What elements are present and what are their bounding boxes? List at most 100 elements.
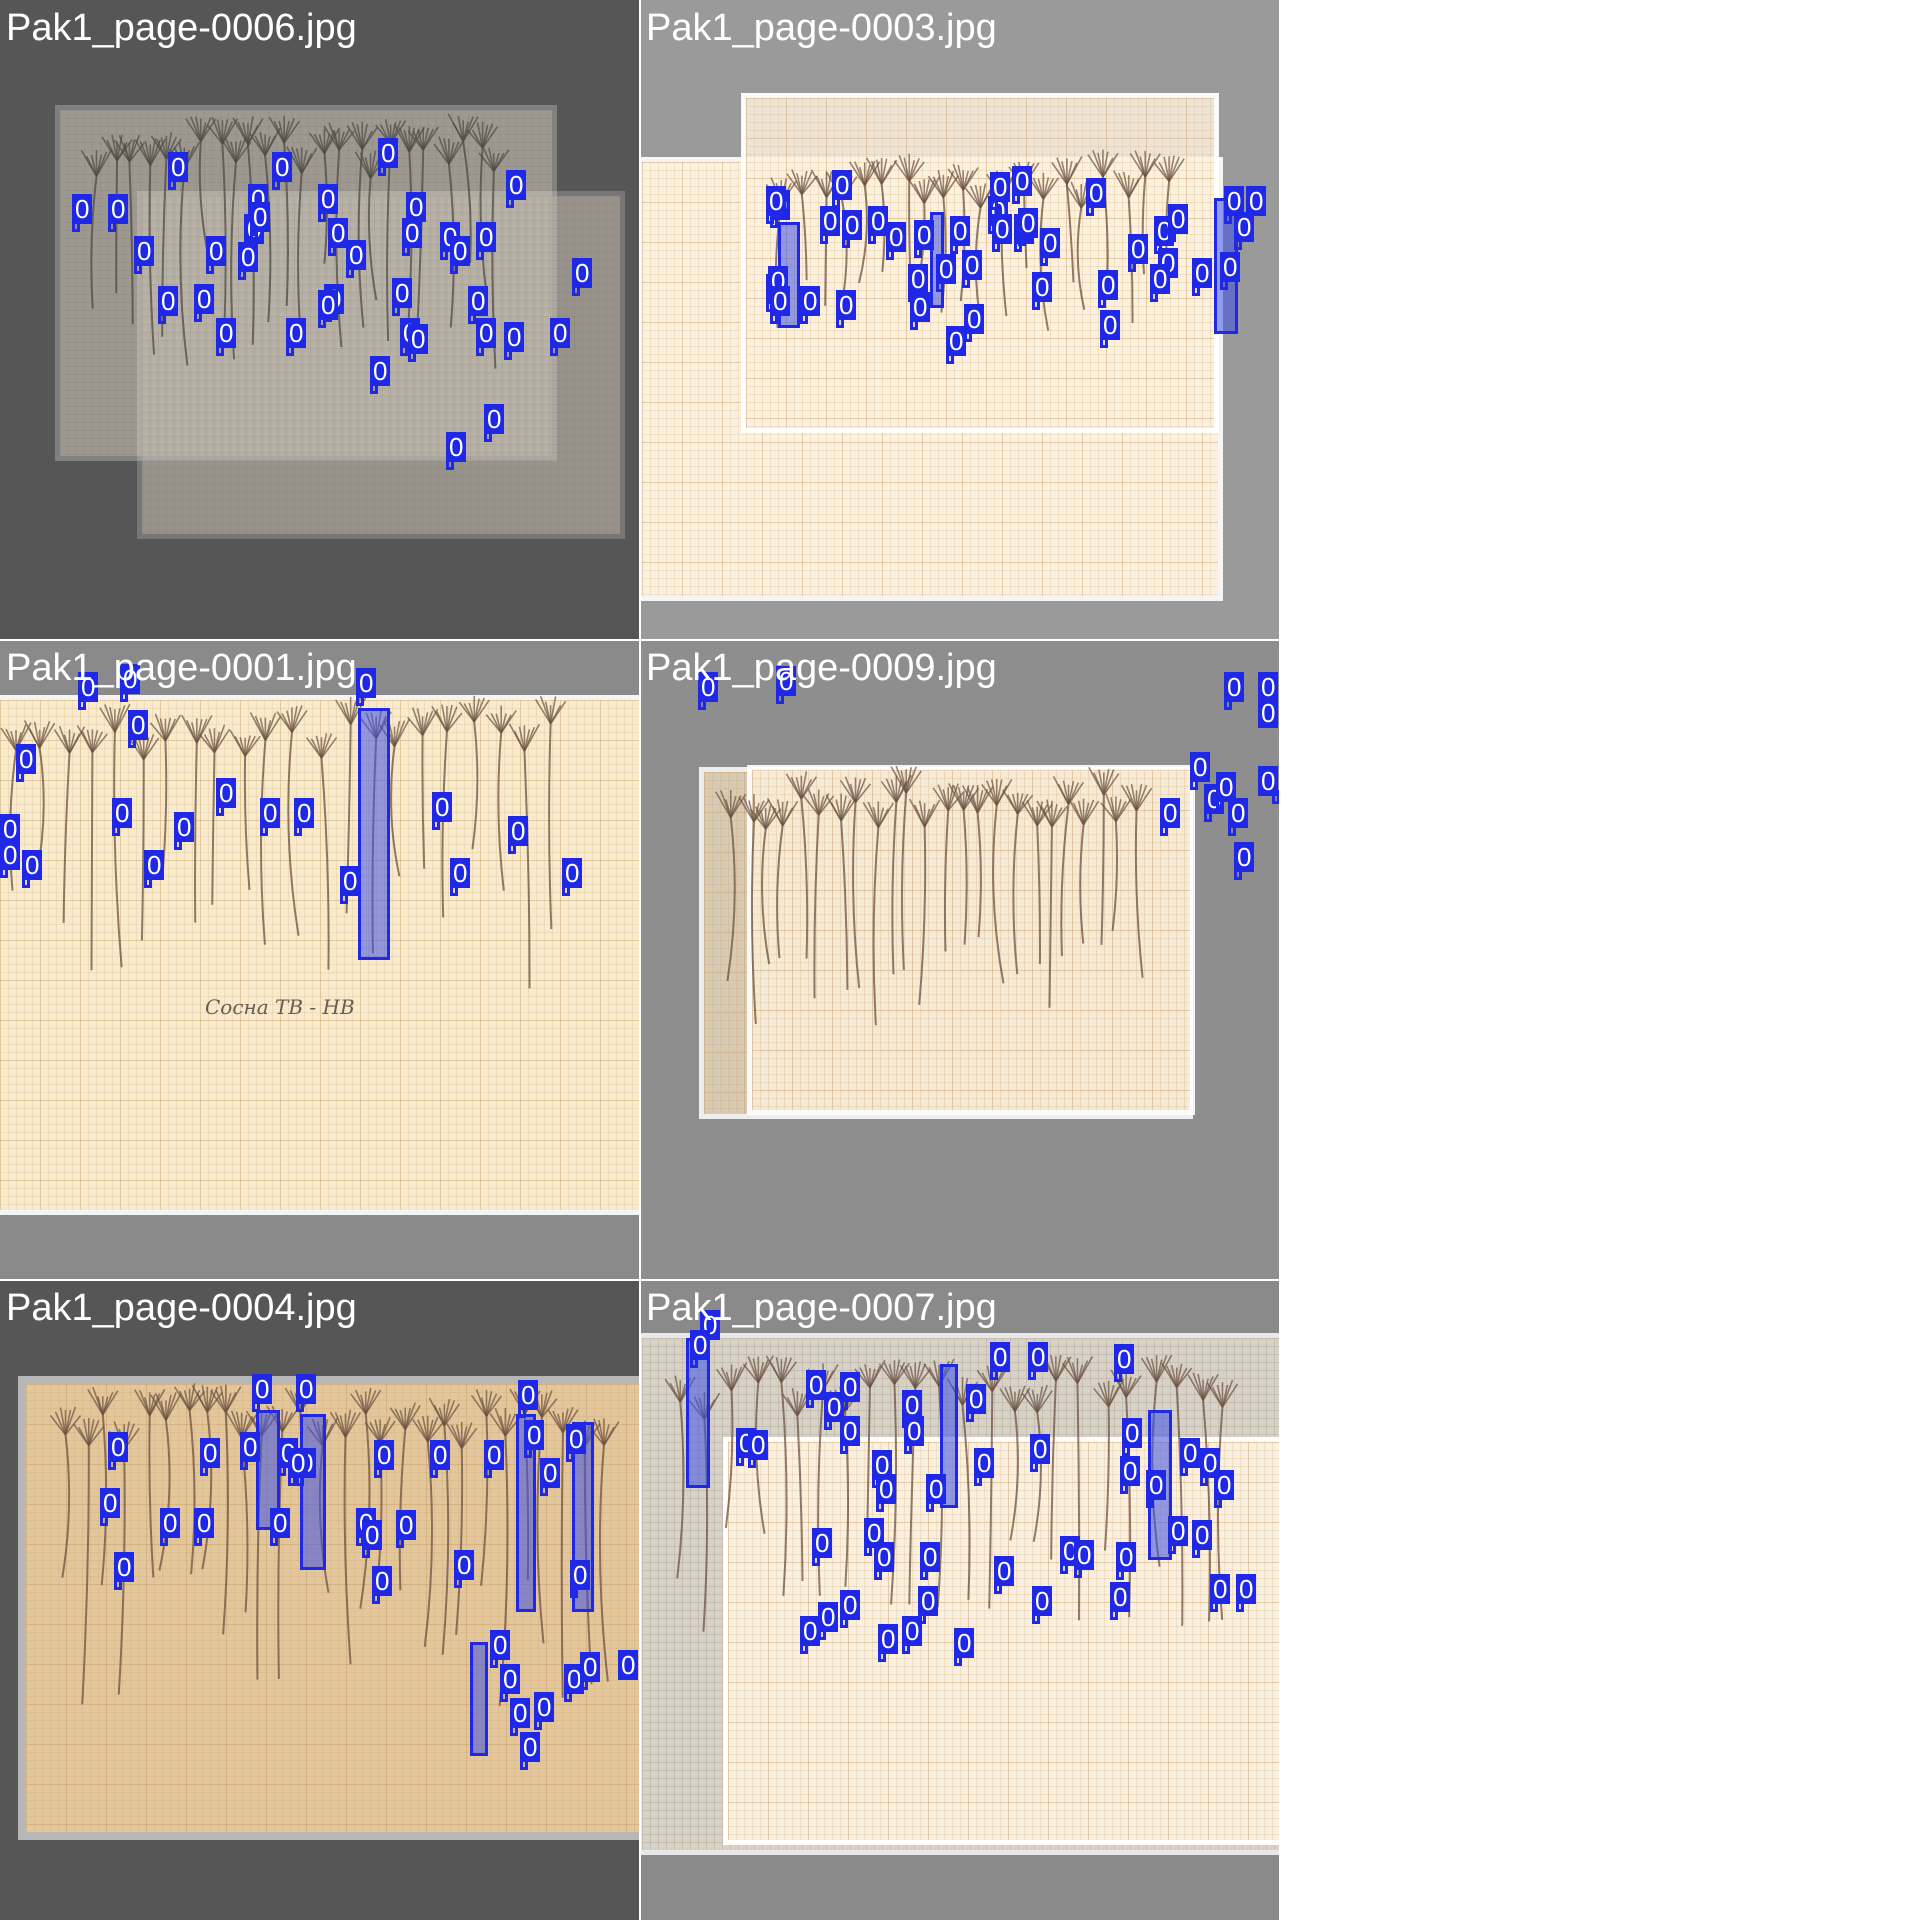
seedling-needle [947,168,964,191]
seedling-needle [801,171,813,195]
seedling-needle [1165,1365,1178,1388]
detection-label: 0 [406,192,427,222]
seedling-stem [1103,1406,1110,1551]
seedling-needle [962,166,979,191]
seedling-needle [259,132,266,156]
seedling-stem [560,1432,564,1698]
seedling-needle [674,1375,682,1403]
seedling-needle [1031,1389,1039,1413]
seedling-stem [776,825,784,959]
seedling-needle [513,730,526,752]
detection-label: 0 [450,858,471,888]
seedling-needle [393,718,411,747]
seedling-needle [854,1368,871,1389]
seedling-needle [1050,1354,1057,1382]
detection-label: 0 [328,218,349,248]
detection-label: 0 [1110,1582,1131,1612]
handwritten-caption: Сосна ТВ - НВ [205,995,355,1019]
seedling-needle [200,118,217,142]
seedling-stem [62,753,71,923]
seedling-needle [164,714,182,742]
seedling-needle [221,119,229,144]
detection-label: 0 [1236,1574,1257,1604]
detection-label: 0 [902,1390,923,1420]
seedling-needle [369,1421,381,1443]
detection-label: 0 [200,1438,221,1468]
seedling-needle [128,134,141,162]
seedling-stem [441,731,448,918]
seedling-needle [495,713,502,734]
detection-label: 0 [910,292,931,322]
seedling-stem [840,820,849,990]
detection-label: 0 [490,1630,511,1660]
seedling-needle [111,134,118,161]
seedling-needle [562,1406,574,1433]
seedling-needle [346,125,363,150]
seedling-needle [286,710,293,733]
seedling-needle [443,1403,461,1427]
seedling-needle [481,126,499,149]
seedling-needle [1125,1375,1142,1398]
seedling-needle [504,1413,517,1437]
seedling-needle [215,1389,227,1413]
seedling-stem [479,148,488,293]
seedling-needle [877,807,885,828]
seedling-needle [476,122,484,149]
seedling-stem [800,798,809,959]
seedling-needle [178,1390,191,1411]
seedling-needle [338,130,355,151]
seedling-needle [905,766,917,794]
detection-label: 0 [1190,752,1211,782]
seedlings-drawing [0,695,567,989]
seedling-needle [446,706,458,732]
tile-title: Pak1_page-0004.jpg [6,1287,357,1329]
detection-label: 0 [824,1392,845,1422]
seedling-needle [990,779,998,806]
detection-label: 0 [1074,1540,1095,1570]
detection-label: 0 [1258,672,1279,702]
seedling-needle [1125,785,1138,812]
seedling-needle [235,136,247,163]
detection-label: 0 [1180,1438,1201,1468]
seedling-needle [149,722,167,742]
detection-label: 0 [1234,212,1255,242]
seedling-needle [95,149,113,177]
seedling-stem [243,756,251,890]
seedling-needle [364,1387,372,1415]
seedling-stem [992,805,1005,984]
detection-label: 0 [0,840,21,870]
detection-label: 0 [800,286,821,316]
seedling-stem [523,751,531,989]
seedling-needle [1168,156,1180,182]
detection-label: 0 [878,1624,899,1654]
detection-label: 0 [840,1416,861,1446]
detection-label: 0 [572,258,593,288]
seedling-needle [49,1415,67,1436]
seedling-needle [433,143,450,165]
seedling-needle [840,797,857,822]
seedling-needle [541,1390,553,1418]
detection-label: 0 [534,1692,555,1722]
seedling-needle [404,1402,417,1430]
detection-label: 0 [1150,264,1171,294]
tile-divider-horizontal [0,639,1280,641]
seedlings-drawing [664,1354,1239,1632]
seedling-needle [242,122,249,145]
seedling-stem [140,759,145,941]
seedling-needle [485,714,502,734]
tile-title: Pak1_page-0003.jpg [646,7,997,49]
seedling-needle [283,118,295,144]
seedling-needle [913,804,926,828]
detection-label: 0 [1228,798,1249,828]
seedling-stem [497,732,505,891]
seedling-stem [961,1404,971,1600]
detection-label: 0 [238,242,259,272]
seedling-stem [1111,821,1119,931]
seedling-needle [1221,1379,1234,1408]
seedling-stem [761,828,771,965]
seedling-needle [864,1364,871,1388]
seedling-stem [148,1415,155,1578]
